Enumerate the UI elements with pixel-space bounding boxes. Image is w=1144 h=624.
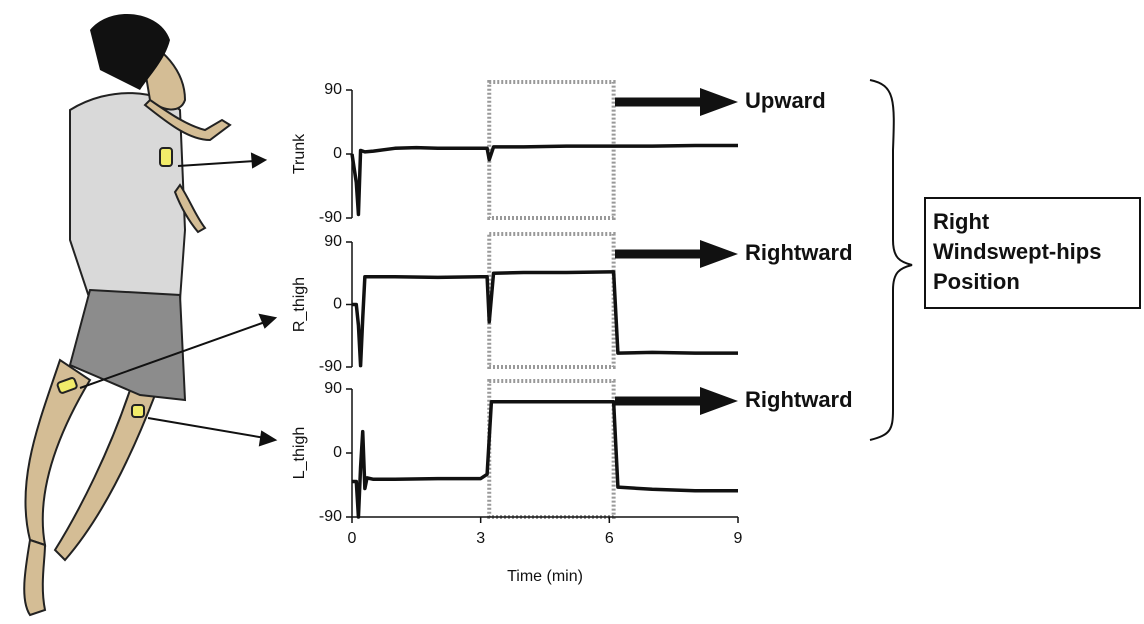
- y-tick-label: 0: [333, 145, 342, 162]
- highlight-window: [487, 232, 616, 369]
- summary-label: Position: [933, 269, 1020, 294]
- x-axis-label: Time (min): [507, 568, 583, 585]
- x-tick-label: 9: [734, 530, 743, 547]
- annotation: Rightward: [745, 240, 853, 265]
- x-tick-label: 0: [348, 530, 357, 547]
- annotation-arrowhead: [700, 240, 738, 268]
- y-tick-label: 0: [333, 444, 342, 461]
- x-tick-label: 6: [605, 530, 614, 547]
- y-tick-label: -90: [319, 209, 342, 226]
- y-tick-label: 90: [324, 380, 342, 397]
- data-line: [352, 400, 738, 519]
- y-tick-label: -90: [319, 508, 342, 525]
- y-axis-label: Trunk: [291, 133, 308, 174]
- y-tick-label: 90: [324, 81, 342, 98]
- y-tick-label: 90: [324, 233, 342, 250]
- annotation-arrowhead: [700, 387, 738, 415]
- annotation: Upward: [745, 88, 826, 113]
- summary-label: Windswept-hips: [933, 239, 1101, 264]
- y-tick-label: -90: [319, 358, 342, 375]
- highlight-window: [487, 80, 616, 220]
- y-tick-label: 0: [333, 296, 342, 313]
- x-tick-label: 3: [476, 530, 485, 547]
- annotation-arrowhead: [700, 88, 738, 116]
- y-axis-label: R_thigh: [291, 277, 308, 332]
- illustration: [23, 13, 1141, 617]
- annotation: Rightward: [745, 387, 853, 412]
- summary-label: Right: [933, 209, 990, 234]
- y-axis-label: L_thigh: [291, 427, 308, 480]
- data-line: [350, 143, 738, 217]
- data-line: [352, 270, 738, 368]
